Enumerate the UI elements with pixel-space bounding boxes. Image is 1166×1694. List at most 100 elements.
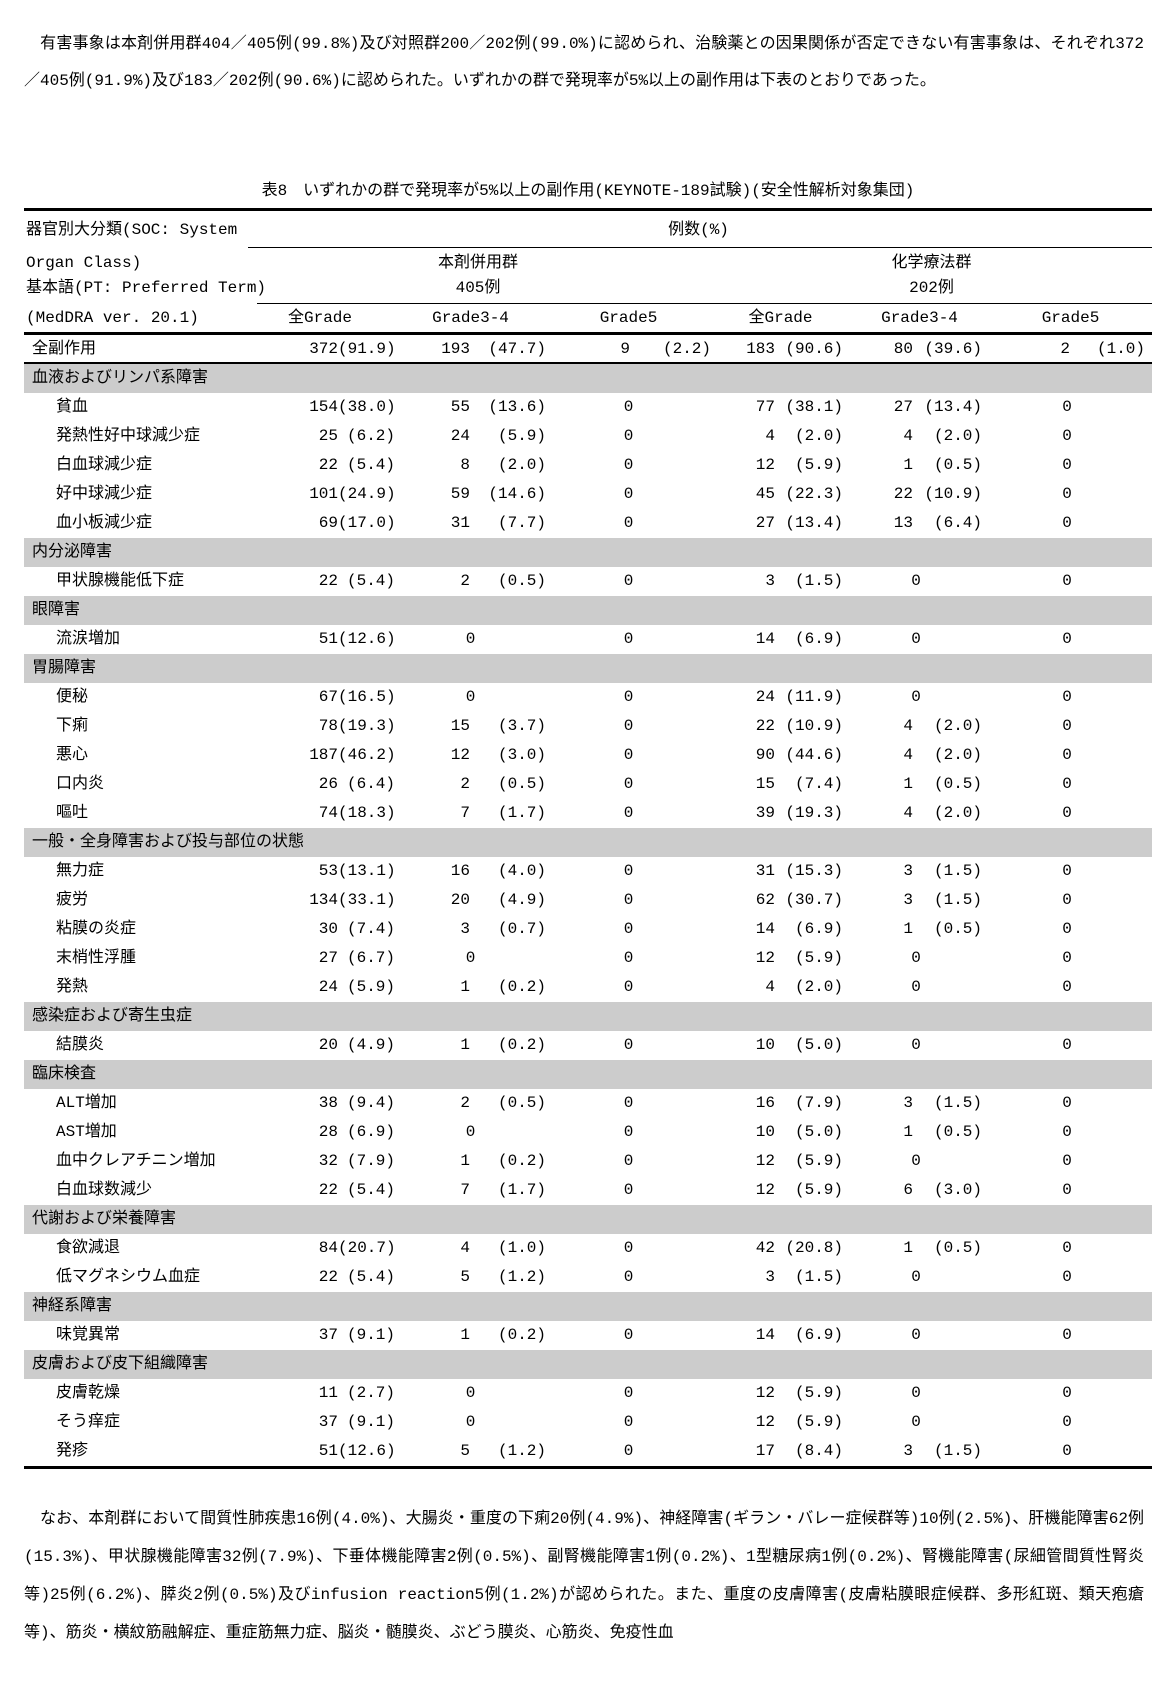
count-value: 0 [911, 1036, 921, 1054]
data-cell: 27 (6.7) [245, 944, 395, 973]
percent-value: (0.2) [497, 1036, 546, 1054]
percent-value: (0.2) [497, 978, 546, 996]
percent-value: (6.2) [346, 427, 395, 445]
data-cell: 12 (5.9) [711, 451, 850, 480]
header-group1-n: 405例 [455, 279, 501, 297]
data-cell: 3 (0.7) [395, 915, 546, 944]
percent-value: (20.8) [785, 1239, 843, 1257]
data-cell: 14 (6.9) [711, 1321, 850, 1350]
data-cell: 0 [850, 567, 989, 596]
pt-data-row: 白血球数減少 22 (5.4) 7 (1.7) 0 12 (5.9) 6 (3.0) 0 [24, 1176, 1152, 1205]
count-value: 12 [755, 949, 775, 967]
percent-value: (6.7) [346, 949, 395, 967]
data-cell: 20 (4.9) [245, 1031, 395, 1060]
table-title: 表8 いずれかの群で発現率が5%以上の副作用(KEYNOTE-189試験)(安全… [261, 182, 915, 200]
data-cell: 14 (6.9) [711, 915, 850, 944]
row-label: 白血球減少症 [56, 456, 153, 474]
count-value: 24 [755, 688, 775, 706]
header-cases-percent-label: 例数(%) [668, 221, 729, 239]
count-value: 0 [911, 688, 921, 706]
data-cell: 69 (17.0) [245, 509, 396, 538]
row-label: 低マグネシウム血症 [56, 1268, 201, 1286]
count-value: 0 [623, 1123, 634, 1141]
data-cell: 5 (1.2) [395, 1263, 546, 1292]
data-cell: 0 [546, 422, 711, 451]
count-value: 69 [318, 514, 338, 532]
count-value: 0 [1062, 485, 1072, 503]
row-label: AST増加 [56, 1123, 117, 1141]
count-value: 10 [755, 1123, 775, 1141]
data-cell: 0 [850, 1321, 989, 1350]
data-cell: 51 (12.6) [245, 1437, 396, 1466]
row-label: 皮膚乾燥 [56, 1384, 121, 1402]
count-value: 0 [623, 1239, 634, 1257]
pt-data-row: 発熱性好中球減少症 25 (6.2) 24 (5.9) 0 4 (2.0) 4 (2.0) 0 [24, 422, 1152, 451]
count-value: 0 [465, 630, 476, 648]
data-cell: 0 [989, 1437, 1152, 1466]
count-value: 0 [465, 688, 476, 706]
count-value: 0 [1062, 804, 1072, 822]
percent-value: (1.0) [497, 1239, 546, 1257]
soc-category-row: 感染症および寄生虫症 [24, 1002, 1152, 1031]
data-cell: 0 [546, 393, 711, 422]
percent-value: (16.5) [338, 688, 396, 706]
count-value: 0 [1062, 630, 1072, 648]
count-value: 0 [911, 1384, 921, 1402]
pt-data-row: 白血球減少症 22 (5.4) 8 (2.0) 0 12 (5.9) 1 (0.5) 0 [24, 451, 1152, 480]
percent-value: (91.9) [338, 340, 396, 358]
count-value: 0 [623, 1268, 634, 1286]
data-cell: 0 [989, 857, 1152, 886]
data-cell: 16 (7.9) [711, 1089, 850, 1118]
data-cell: 2 (0.5) [395, 770, 546, 799]
percent-value: (11.9) [785, 688, 843, 706]
data-cell: 0 [395, 625, 546, 654]
count-value: 51 [318, 1442, 338, 1460]
data-cell: 0 [546, 712, 711, 741]
count-value: 0 [1062, 1384, 1072, 1402]
data-cell: 0 [546, 509, 711, 538]
data-cell: 22 (5.4) [245, 1176, 395, 1205]
percent-value: (30.7) [785, 891, 843, 909]
data-cell: 0 [989, 451, 1152, 480]
percent-value: (12.6) [338, 1442, 396, 1460]
data-cell: 0 [989, 1379, 1152, 1408]
count-value: 0 [1062, 1181, 1072, 1199]
count-value: 0 [465, 1123, 476, 1141]
soc-category-row: 内分泌障害 [24, 538, 1152, 567]
data-cell: 1 (0.2) [395, 1031, 546, 1060]
data-cell: 0 [989, 567, 1152, 596]
data-cell: 1 (0.5) [850, 1118, 989, 1147]
percent-value: (19.3) [338, 717, 396, 735]
row-label: 臨床検査 [32, 1065, 97, 1083]
count-value: 0 [1062, 1152, 1072, 1170]
data-cell: 22 (5.4) [245, 567, 395, 596]
row-label: 食欲減退 [56, 1239, 121, 1257]
count-value: 0 [623, 1442, 634, 1460]
percent-value: (13.1) [338, 862, 396, 880]
data-cell: 30 (7.4) [245, 915, 395, 944]
pt-data-row: 無力症 53 (13.1) 16 (4.0) 0 31 (15.3) 3 (1.5) 0 [24, 857, 1152, 886]
percent-value: (9.1) [346, 1413, 395, 1431]
row-label: 全副作用 [32, 340, 97, 358]
count-value: 0 [911, 1152, 921, 1170]
data-cell: 27 (13.4) [711, 509, 850, 538]
count-value: 51 [318, 630, 338, 648]
data-cell: 0 [546, 683, 711, 712]
row-label: 悪心 [56, 746, 89, 764]
data-cell: 0 [395, 1118, 546, 1147]
pt-data-row: 口内炎 26 (6.4) 2 (0.5) 0 15 (7.4) 1 (0.5) 0 [24, 770, 1152, 799]
pt-data-row: 食欲減退 84 (20.7) 4 (1.0) 0 42 (20.8) 1 (0.5) 0 [24, 1234, 1152, 1263]
data-cell: 0 [850, 1031, 989, 1060]
count-value: 0 [623, 804, 634, 822]
data-cell: 0 [546, 799, 711, 828]
data-cell: 0 [546, 1147, 711, 1176]
data-cell: 1 (0.5) [850, 770, 989, 799]
data-cell: 0 [989, 741, 1152, 770]
data-cell: 0 [395, 944, 546, 973]
data-cell: 4 (2.0) [850, 741, 989, 770]
data-cell: 4 (2.0) [850, 799, 989, 828]
data-cell: 22 (5.4) [245, 451, 395, 480]
count-value: 0 [623, 775, 634, 793]
data-cell: 37 (9.1) [245, 1408, 395, 1437]
percent-value: (6.9) [794, 630, 843, 648]
